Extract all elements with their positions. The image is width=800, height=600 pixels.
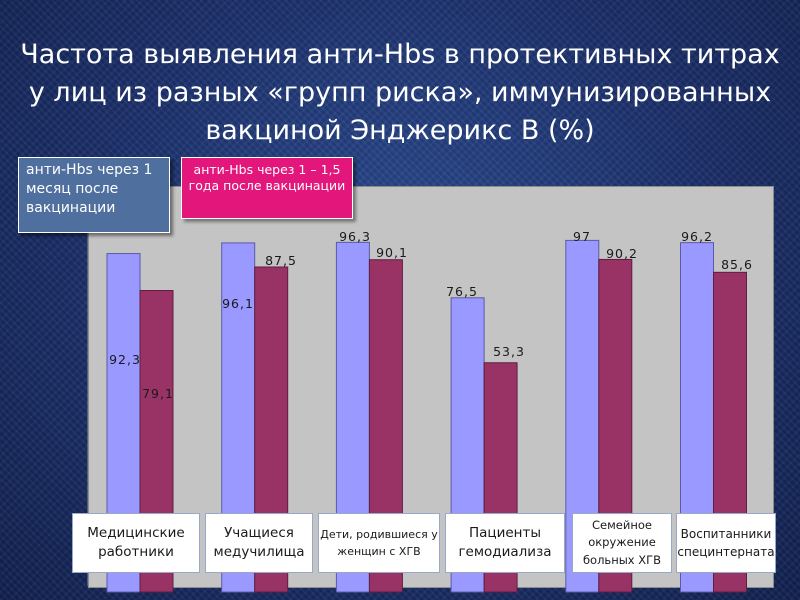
data-label-series1-6: 96,2 bbox=[681, 229, 713, 244]
legend-callout-series-2: анти-Hbs через 1 – 1,5 года после вакцин… bbox=[181, 157, 353, 219]
data-label-series1-2: 96,1 bbox=[222, 296, 254, 311]
data-label-series2-4: 53,3 bbox=[493, 344, 525, 359]
legend-callout-series-1: анти-Hbs через 1 месяц после вакцинации bbox=[18, 157, 170, 233]
category-label-1: Медицинские работники bbox=[72, 513, 200, 573]
category-label-text: Учащиеся медучилища bbox=[213, 524, 305, 561]
data-label-series2-3: 90,1 bbox=[376, 245, 408, 260]
category-label-2: Учащиеся медучилища bbox=[205, 513, 313, 573]
page-title: Частота выявления анти-Hbs в протективны… bbox=[20, 39, 780, 146]
data-label-series1-5: 97 bbox=[573, 229, 591, 244]
category-label-3: Дети, родившиеся у женщин с ХГВ bbox=[318, 513, 440, 573]
data-label-series1-3: 96,3 bbox=[339, 229, 371, 244]
data-label-series1-4: 76,5 bbox=[446, 284, 478, 299]
category-label-5: Семейное окружение больных ХГВ bbox=[572, 513, 672, 573]
data-label-series1-1: 92,3 bbox=[109, 352, 141, 367]
category-label-text: Дети, родившиеся у женщин с ХГВ bbox=[320, 528, 438, 558]
data-label-series2-2: 87,5 bbox=[265, 253, 297, 268]
category-label-4: Пациенты гемодиализа bbox=[445, 513, 565, 573]
category-label-text: Воспитанники специнтерната bbox=[677, 527, 775, 559]
data-label-series2-6: 85,6 bbox=[721, 257, 753, 272]
category-label-text: Пациенты гемодиализа bbox=[458, 524, 552, 561]
data-label-series2-5: 90,2 bbox=[606, 246, 638, 261]
category-label-6: Воспитанники специнтерната bbox=[676, 513, 776, 573]
category-label-text: Медицинские работники bbox=[87, 524, 185, 561]
data-label-series2-1: 79,1 bbox=[142, 386, 174, 401]
category-label-text: Семейное окружение больных ХГВ bbox=[582, 517, 662, 567]
